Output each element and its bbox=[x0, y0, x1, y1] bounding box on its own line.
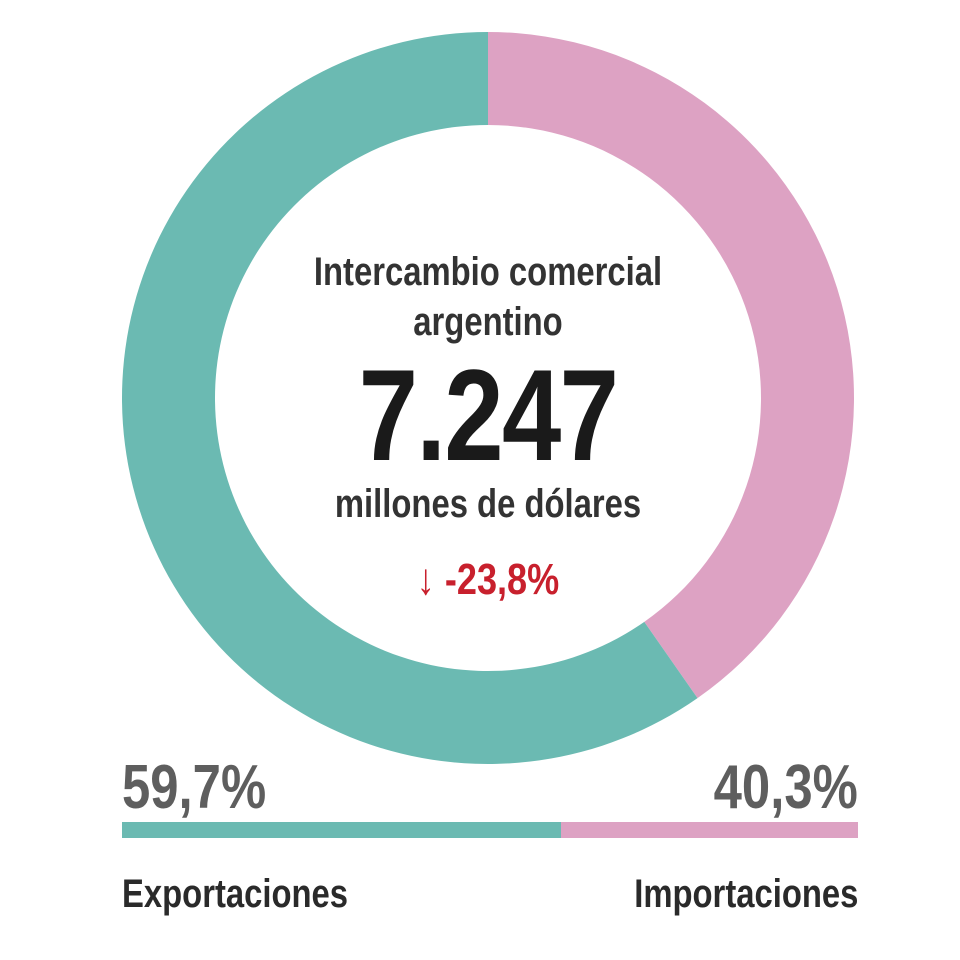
arrow-down-icon: ↓ bbox=[416, 555, 445, 604]
imports-percent-label: 40,3% bbox=[713, 753, 858, 822]
exports-legend-label: Exportaciones bbox=[122, 872, 349, 916]
total-value: 7.247 bbox=[358, 342, 619, 488]
donut-slice-importaciones bbox=[488, 32, 854, 699]
donut-slice-exportaciones bbox=[121, 32, 698, 764]
chart-title-line1: Intercambio comercial bbox=[313, 250, 663, 294]
chart-title-line2: argentino bbox=[413, 300, 563, 344]
change-indicator: ↓ -23,8% bbox=[417, 555, 559, 605]
change-value: -23,8% bbox=[444, 555, 560, 604]
total-unit: millones de dólares bbox=[334, 482, 642, 526]
exports-percent-label: 59,7% bbox=[122, 753, 267, 822]
imports-legend-label: Importaciones bbox=[633, 872, 858, 916]
imports-share-bar bbox=[561, 822, 858, 838]
exports-share-bar bbox=[122, 822, 562, 838]
